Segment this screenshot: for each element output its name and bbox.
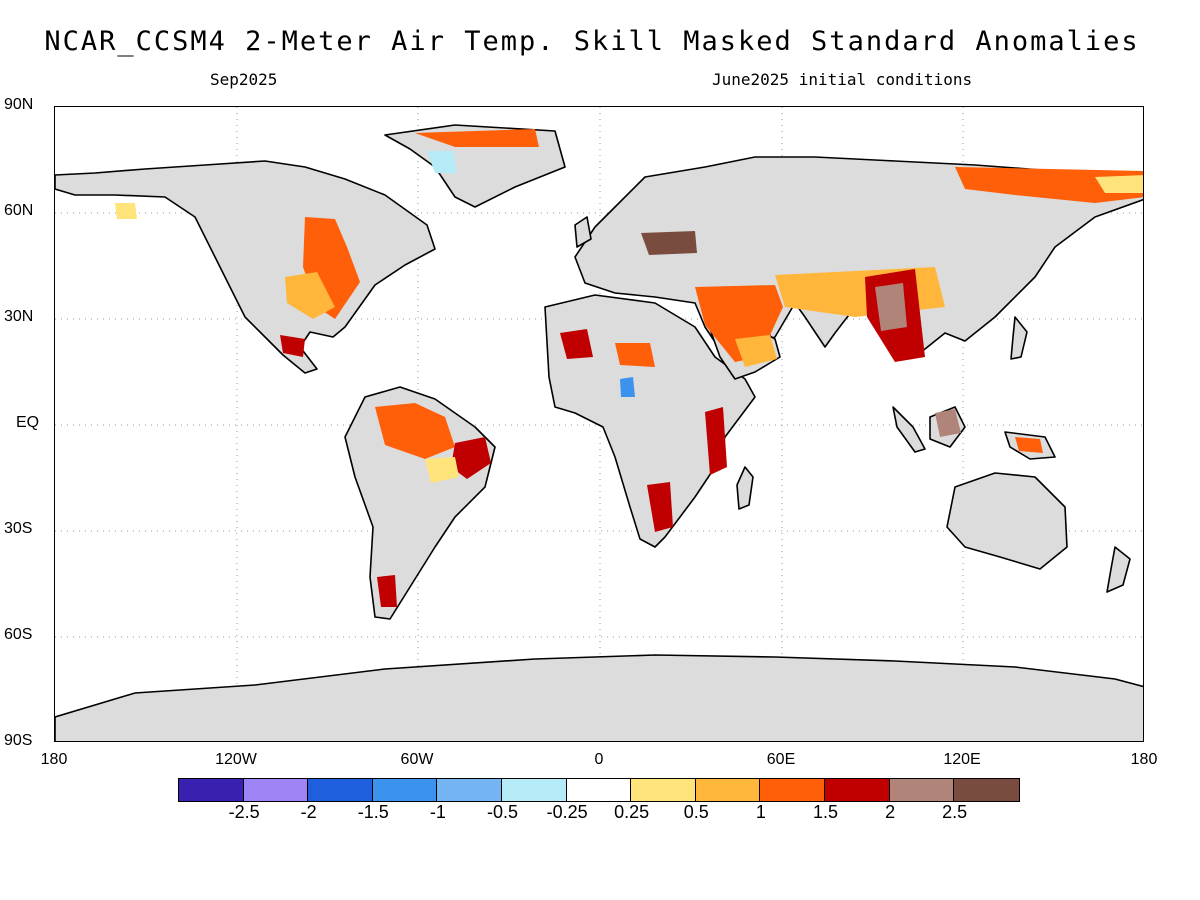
colorbar-swatch [631, 779, 696, 801]
anomaly-patch-sahara-east [615, 343, 655, 367]
colorbar-label: -1.5 [357, 802, 389, 822]
colorbar-swatch [566, 779, 632, 801]
anomaly-patch-arabia [735, 335, 777, 367]
colorbar-swatch [501, 779, 567, 801]
colorbar-label: -0.5 [486, 802, 519, 822]
new-zealand-land [1106, 546, 1131, 593]
colorbar-swatch [760, 779, 825, 801]
colorbar-label: 0.25 [614, 802, 650, 822]
colorbar-swatch [372, 779, 438, 801]
colorbar-swatch [308, 779, 373, 801]
colorbar-swatch [889, 779, 955, 801]
lon-tick-180w: 180 [40, 751, 68, 768]
valid-month: Sep2025 [210, 70, 278, 89]
anomaly-patch-siberia [955, 167, 1143, 203]
colorbar-label: -2.5 [228, 802, 260, 822]
africa-land [544, 294, 756, 548]
lat-tick-90s: 90S [4, 732, 33, 749]
madagascar-land [736, 466, 754, 510]
anomaly-patch-us-south [285, 272, 335, 319]
anomaly-patch-central-africa-cold [620, 377, 635, 397]
japan-land [1010, 316, 1028, 360]
anomaly-patch-greenland-coast [415, 129, 539, 147]
colorbar-label: 0.5 [683, 802, 709, 822]
colorbar-label: 2.5 [942, 802, 968, 822]
lat-tick-30n: 30N [4, 308, 34, 325]
anomaly-patch-brazil-ne [451, 437, 491, 479]
anomaly-patch-southern-africa [647, 482, 673, 532]
anomaly-patches [115, 129, 1143, 607]
colorbar-swatch [695, 779, 761, 801]
anomaly-patch-sahara [560, 329, 593, 359]
lat-tick-30s: 30S [4, 520, 33, 537]
colorbar-label: 2 [885, 802, 896, 822]
lat-tick-90n: 90N [4, 96, 34, 113]
antarctica-land [55, 654, 1143, 741]
anomaly-patch-borneo [935, 409, 961, 437]
anomaly-patch-china-brown [875, 283, 907, 331]
map-title: NCAR_CCSM4 2-Meter Air Temp. Skill Maske… [44, 26, 1140, 57]
lon-tick-60w: 60W [400, 751, 434, 768]
anomaly-patch-new-guinea [1015, 437, 1043, 453]
anomaly-patch-brazil-sw [425, 457, 459, 483]
anomaly-patch-patagonia [377, 575, 397, 607]
lat-tick-eq: EQ [16, 414, 40, 431]
map-canvas [55, 107, 1143, 741]
anomaly-patch-east-africa [705, 407, 727, 475]
uk-land [574, 216, 592, 248]
colorbar-swatch [243, 779, 309, 801]
colorbar-label: -2 [300, 802, 317, 822]
lon-tick-120e: 120E [943, 751, 981, 768]
anomaly-patch-greenland-cold [427, 151, 457, 173]
sumatra-land [892, 406, 926, 453]
lat-tick-60n: 60N [4, 202, 34, 219]
north-america-land [55, 160, 436, 374]
colorbar-swatch [179, 779, 244, 801]
anomaly-patch-alaska [115, 203, 137, 219]
land-masses [55, 124, 1143, 741]
anomaly-patch-ukraine [641, 231, 697, 255]
anomaly-patch-mexico [280, 335, 305, 357]
lon-tick-60e: 60E [766, 751, 796, 768]
lon-tick-180e: 180 [1130, 751, 1158, 768]
lon-tick-120w: 120W [215, 751, 257, 768]
colorbar-label: 1 [755, 802, 766, 822]
initial-conditions: June2025 initial conditions [712, 70, 973, 89]
colorbar-label: -1 [429, 802, 446, 822]
colorbar [178, 778, 1020, 802]
lat-tick-60s: 60S [4, 626, 33, 643]
lon-tick-0: 0 [594, 751, 604, 768]
colorbar-label: -0.25 [546, 802, 588, 822]
australia-land [946, 472, 1068, 570]
colorbar-swatch [824, 779, 890, 801]
anomaly-patch-amazon [375, 403, 455, 459]
colorbar-label: 1.5 [812, 802, 839, 822]
world-map [54, 106, 1144, 742]
colorbar-swatch [954, 779, 1019, 801]
colorbar-swatch [437, 779, 502, 801]
anomaly-patch-siberia-yellow [1095, 175, 1143, 193]
